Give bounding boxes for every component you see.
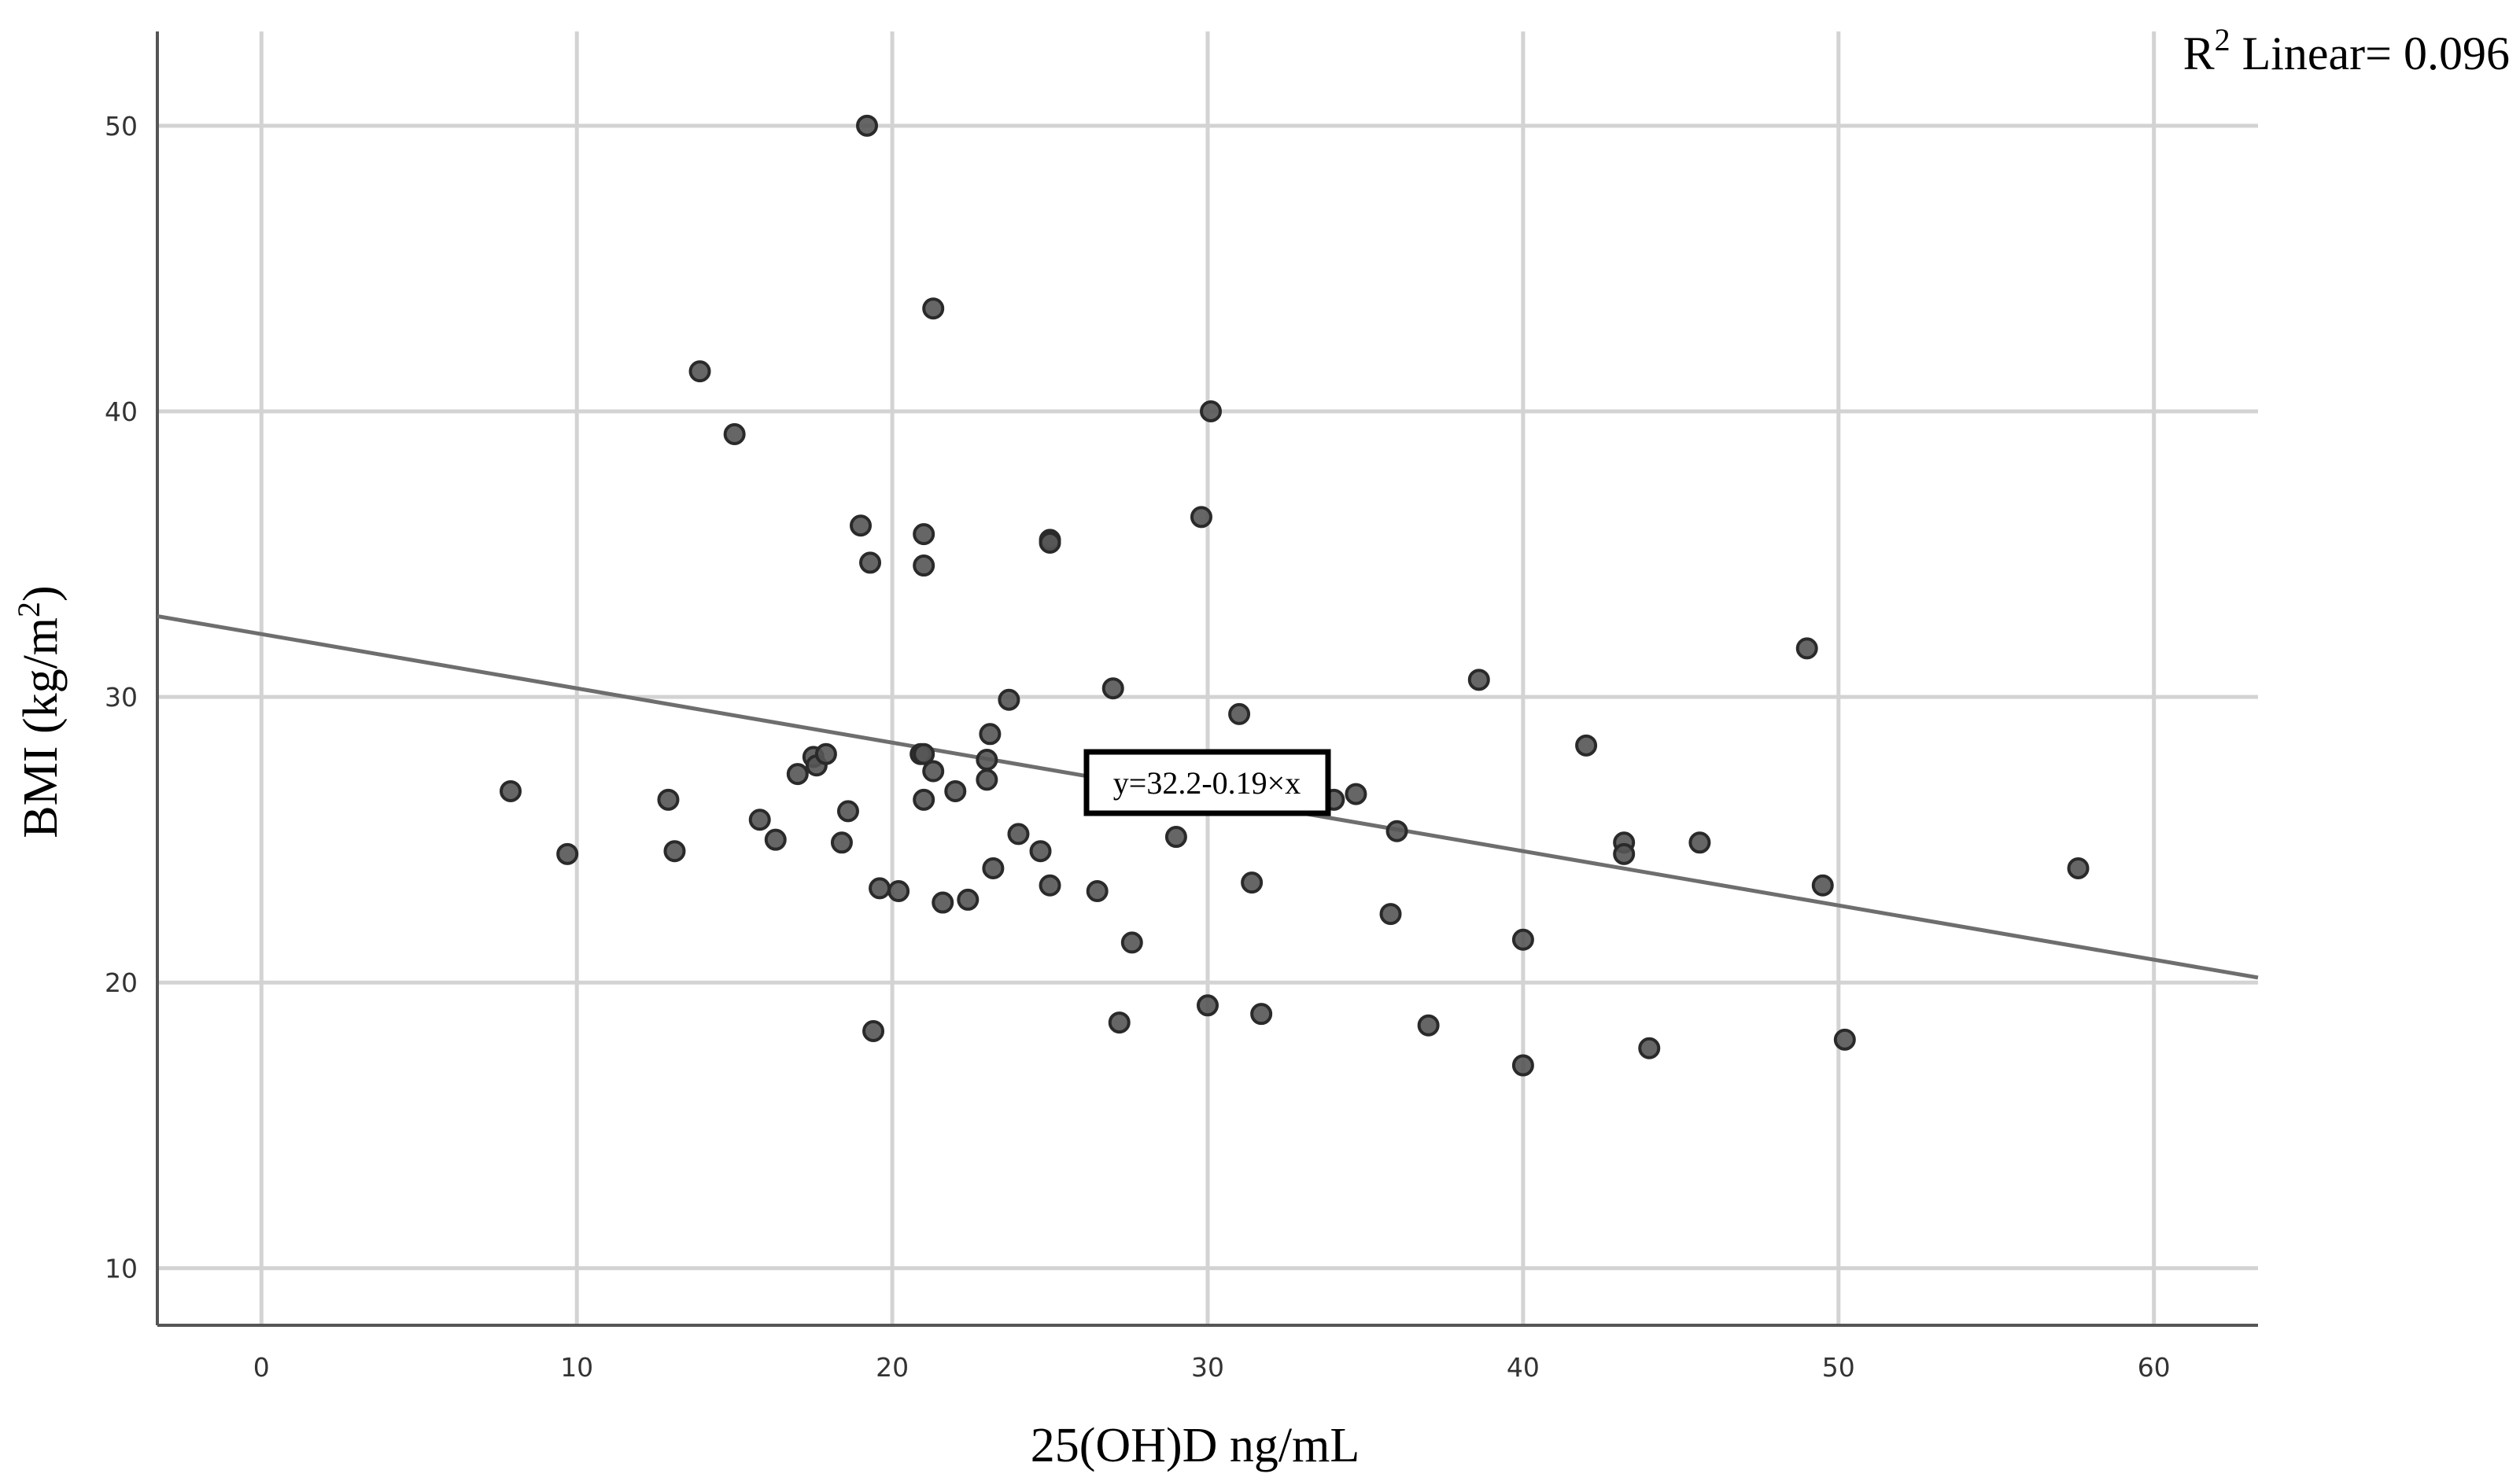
r2-suffix: Linear= 0.096 <box>2230 28 2510 79</box>
data-point-53 <box>1345 783 1367 805</box>
data-point-8 <box>913 554 935 577</box>
data-point-18 <box>786 763 809 786</box>
y-axis-title-sup: 2 <box>11 602 46 617</box>
data-point-65 <box>1795 637 1818 660</box>
data-point-45 <box>1120 931 1143 954</box>
y-tick-label-40: 40 <box>105 396 138 427</box>
y-axis-title-end: ) <box>14 585 68 602</box>
data-point-33 <box>957 888 980 911</box>
data-point-67 <box>1833 1028 1856 1051</box>
data-point-59 <box>1511 1054 1534 1077</box>
x-tick-label-20: 20 <box>876 1352 909 1383</box>
x-tick-label-40: 40 <box>1507 1352 1540 1383</box>
data-point-0 <box>856 114 879 137</box>
data-point-39 <box>1007 823 1030 845</box>
equation-box-border <box>1083 749 1331 816</box>
x-tick-label-30: 30 <box>1191 1352 1224 1383</box>
data-point-2 <box>688 360 711 383</box>
data-point-6 <box>859 551 882 574</box>
data-point-5 <box>850 514 873 537</box>
axes <box>156 31 2258 1327</box>
data-point-13 <box>556 842 579 865</box>
data-point-55 <box>1385 820 1408 842</box>
data-point-35 <box>976 768 998 791</box>
data-point-63 <box>1638 1037 1661 1059</box>
data-point-22 <box>830 831 853 854</box>
equation-box: y=32.2-0.19×x <box>1083 749 1331 816</box>
data-point-10 <box>1039 532 1061 554</box>
y-axis-title: BMI (kg/m2) <box>11 585 68 838</box>
data-point-41 <box>1039 874 1061 897</box>
data-point-38 <box>998 688 1020 711</box>
data-point-60 <box>1575 734 1598 757</box>
data-point-34 <box>976 748 998 771</box>
x-tick-label-10: 10 <box>560 1352 593 1383</box>
r2-annotation: R2 Linear= 0.096 <box>2183 22 2510 79</box>
data-point-44 <box>1108 1011 1131 1034</box>
data-point-37 <box>982 857 1005 879</box>
data-point-66 <box>1811 874 1834 897</box>
x-tick-label-0: 0 <box>253 1352 270 1383</box>
r2-prefix: R <box>2183 28 2215 79</box>
y-tick-label-50: 50 <box>105 111 138 142</box>
data-point-23 <box>836 800 859 823</box>
data-point-30 <box>922 760 945 783</box>
data-point-3 <box>723 423 746 446</box>
data-point-47 <box>1164 826 1187 849</box>
y-tick-label-10: 10 <box>105 1253 138 1284</box>
data-point-14 <box>657 788 680 811</box>
y-axis-title-main: BMI (kg/m <box>14 617 68 838</box>
data-point-42 <box>1086 880 1109 903</box>
data-point-25 <box>887 880 910 903</box>
data-point-28 <box>913 742 935 765</box>
data-point-21 <box>814 742 837 765</box>
data-point-64 <box>1688 831 1711 854</box>
data-point-43 <box>1101 677 1124 700</box>
x-axis-title: 25(OH)D ng/mL <box>1031 1419 1360 1472</box>
data-point-15 <box>663 840 686 863</box>
data-point-24 <box>869 877 891 900</box>
tick-labels: 0 10 20 30 40 50 60 10 20 30 40 50 <box>105 111 2171 1383</box>
data-point-32 <box>944 779 967 802</box>
data-point-51 <box>1250 1003 1273 1026</box>
data-point-26 <box>862 1019 885 1042</box>
x-tick-label-60: 60 <box>2138 1352 2171 1383</box>
y-tick-label-20: 20 <box>105 967 138 998</box>
data-point-48 <box>1197 994 1219 1017</box>
r2-sup: 2 <box>2215 22 2230 57</box>
data-points <box>500 114 2090 1077</box>
data-point-49 <box>1228 702 1251 725</box>
data-point-50 <box>1241 871 1264 894</box>
data-point-62 <box>1613 842 1636 865</box>
data-point-1 <box>922 297 945 320</box>
data-point-36 <box>979 723 1002 746</box>
data-point-16 <box>748 809 771 831</box>
data-point-7 <box>913 523 935 546</box>
data-point-11 <box>1190 506 1212 529</box>
data-point-54 <box>1379 903 1402 926</box>
data-point-12 <box>500 779 522 802</box>
data-point-58 <box>1511 928 1534 951</box>
y-tick-label-30: 30 <box>105 682 138 713</box>
data-point-56 <box>1417 1014 1440 1037</box>
data-point-68 <box>2067 857 2090 879</box>
grid <box>157 31 2258 1325</box>
data-point-17 <box>764 828 787 851</box>
equation-label: y=32.2-0.19×x <box>1113 765 1301 801</box>
data-point-31 <box>932 891 954 914</box>
data-point-4 <box>1200 400 1223 422</box>
data-point-57 <box>1467 669 1490 691</box>
x-tick-label-50: 50 <box>1822 1352 1855 1383</box>
data-point-29 <box>913 788 935 811</box>
data-point-40 <box>1029 840 1052 863</box>
